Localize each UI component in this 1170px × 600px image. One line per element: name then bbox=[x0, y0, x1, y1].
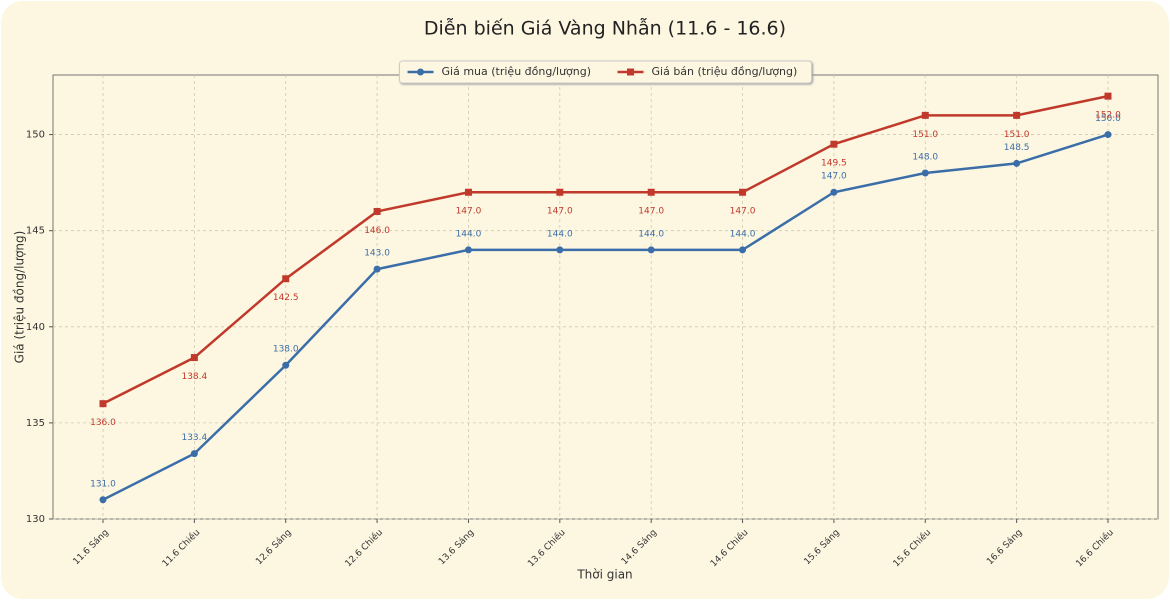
marker bbox=[1013, 111, 1021, 119]
marker bbox=[921, 111, 929, 119]
plot-area bbox=[52, 74, 1159, 520]
marker bbox=[556, 246, 564, 254]
series-line bbox=[102, 133, 1109, 501]
data-label: 149.5 bbox=[821, 159, 847, 169]
marker bbox=[830, 188, 838, 196]
marker bbox=[921, 169, 929, 177]
marker bbox=[1104, 92, 1112, 100]
marker bbox=[739, 188, 747, 196]
y-tick-label: 145 bbox=[26, 226, 45, 237]
data-label: 147.0 bbox=[547, 207, 573, 217]
marker bbox=[373, 265, 381, 273]
data-label: 151.0 bbox=[912, 130, 938, 140]
marker bbox=[647, 246, 655, 254]
data-label: 148.5 bbox=[1004, 143, 1030, 153]
data-label: 144.0 bbox=[456, 229, 482, 239]
marker bbox=[830, 140, 838, 148]
data-label: 144.0 bbox=[547, 229, 573, 239]
legend-label: Giá mua (triệu đồng/lượng) bbox=[442, 65, 592, 78]
data-label: 151.0 bbox=[1004, 130, 1030, 140]
data-label: 138.4 bbox=[181, 372, 207, 382]
data-label: 142.5 bbox=[273, 293, 299, 303]
data-label: 146.0 bbox=[364, 226, 390, 236]
series-line bbox=[102, 94, 1109, 405]
chart-title: Diễn biến Giá Vàng Nhẫn (11.6 - 16.6) bbox=[424, 17, 786, 40]
marker bbox=[282, 361, 290, 369]
y-tick-label: 150 bbox=[26, 130, 45, 141]
data-label: 147.0 bbox=[456, 207, 482, 217]
data-label: 148.0 bbox=[912, 153, 938, 163]
marker bbox=[556, 188, 564, 196]
y-tick-label: 140 bbox=[26, 322, 45, 333]
marker bbox=[282, 275, 290, 283]
data-label: 147.0 bbox=[638, 207, 664, 217]
data-label: 138.0 bbox=[273, 345, 299, 355]
data-label: 133.4 bbox=[181, 433, 207, 443]
data-label: 143.0 bbox=[364, 249, 390, 259]
marker bbox=[1013, 159, 1021, 167]
data-label: 147.0 bbox=[821, 172, 847, 182]
marker bbox=[99, 400, 107, 408]
marker bbox=[1104, 131, 1112, 139]
data-label: 144.0 bbox=[638, 229, 664, 239]
data-label: 144.0 bbox=[730, 229, 756, 239]
marker bbox=[190, 354, 198, 362]
legend-label: Giá bán (triệu đồng/lượng) bbox=[652, 65, 798, 78]
x-axis-label: Thời gian bbox=[576, 568, 632, 582]
y-tick-label: 135 bbox=[26, 418, 45, 429]
data-label: 150.0 bbox=[1095, 114, 1121, 124]
y-tick-label: 130 bbox=[26, 514, 45, 525]
marker bbox=[464, 188, 472, 196]
data-label: 131.0 bbox=[90, 479, 116, 489]
y-axis-label: Giá (triệu đồng/lượng) bbox=[13, 231, 27, 364]
legend-marker bbox=[417, 68, 424, 76]
marker bbox=[190, 450, 198, 458]
marker bbox=[464, 246, 472, 254]
marker bbox=[647, 188, 655, 196]
data-label: 147.0 bbox=[730, 207, 756, 217]
legend-marker bbox=[627, 68, 634, 76]
marker bbox=[99, 496, 107, 504]
data-label: 152.0 bbox=[1095, 111, 1121, 121]
data-label: 136.0 bbox=[90, 418, 116, 428]
marker bbox=[373, 207, 381, 215]
legend-box bbox=[399, 60, 812, 84]
marker bbox=[739, 246, 747, 254]
